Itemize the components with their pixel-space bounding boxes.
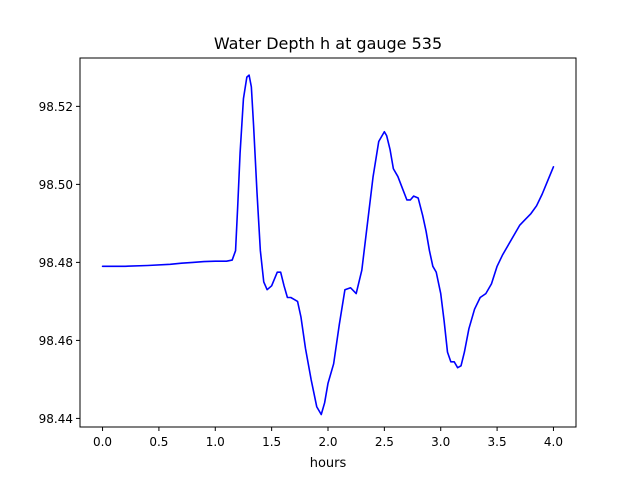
- y-tick-label: 98.50: [39, 178, 73, 192]
- x-tick-label: 3.0: [431, 435, 450, 449]
- x-tick-label: 1.5: [262, 435, 281, 449]
- series-line-0: [101, 74, 555, 416]
- series-layer: [101, 74, 555, 416]
- x-tick-label: 1.0: [206, 435, 225, 449]
- y-tick-label: 98.52: [39, 100, 73, 114]
- x-tick-label: 0.0: [93, 435, 112, 449]
- y-tick-label: 98.44: [39, 412, 73, 426]
- x-tick-label: 4.0: [544, 435, 563, 449]
- chart-title: Water Depth h at gauge 535: [214, 34, 442, 53]
- y-axis: 98.44 98.46 98.48 98.50 98.52: [39, 100, 80, 426]
- x-axis-label: hours: [310, 456, 347, 471]
- x-tick-label: 2.0: [318, 435, 337, 449]
- x-axis: 0.0 0.5 1.0 1.5 2.0 2.5 3.0 3.5 4.0: [93, 427, 563, 449]
- y-tick-label: 98.48: [39, 256, 73, 270]
- x-tick-label: 3.5: [488, 435, 507, 449]
- y-tick-label: 98.46: [39, 334, 73, 348]
- x-tick-label: 2.5: [375, 435, 394, 449]
- plot-frame: [79, 57, 577, 428]
- x-tick-label: 0.5: [149, 435, 168, 449]
